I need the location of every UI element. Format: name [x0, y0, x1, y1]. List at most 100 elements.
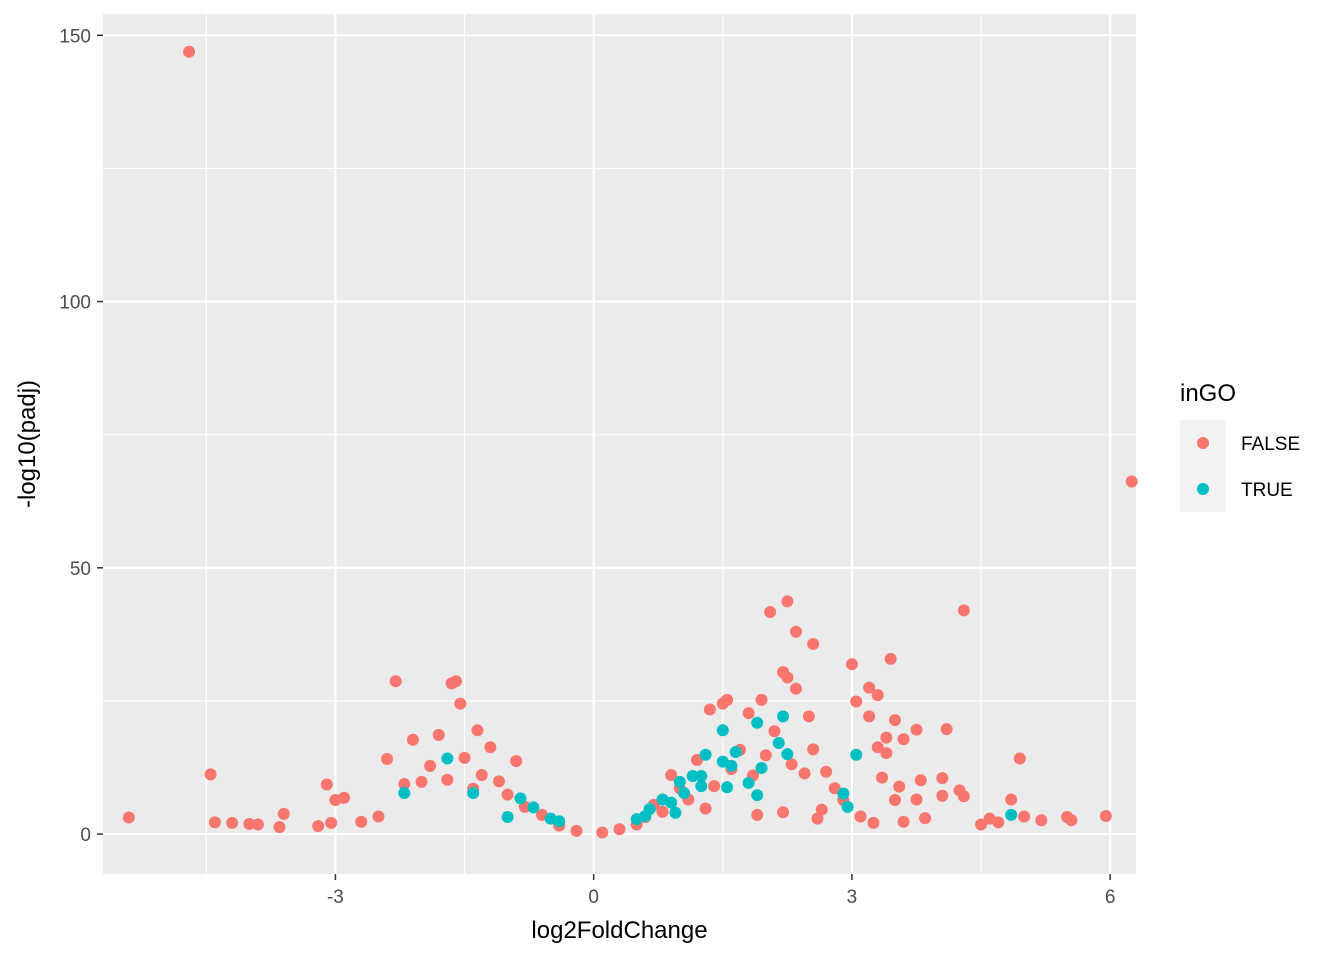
point-true: [699, 748, 712, 761]
point-false: [789, 682, 802, 695]
point-false: [312, 820, 325, 833]
point-false: [936, 789, 949, 802]
point-true: [751, 716, 764, 729]
point-false: [789, 625, 802, 638]
y-tick-label: 50: [70, 559, 91, 580]
point-false: [273, 821, 286, 834]
point-false: [320, 778, 333, 791]
point-false: [854, 810, 867, 823]
point-false: [1013, 752, 1026, 765]
point-false: [415, 775, 428, 788]
point-false: [570, 824, 583, 837]
legend-label-true: TRUE: [1241, 480, 1293, 501]
legend-key-true: [1197, 483, 1209, 495]
plot-panel: [103, 14, 1136, 874]
data-points: [122, 45, 1138, 839]
point-false: [406, 733, 419, 746]
point-false: [811, 812, 824, 825]
point-false: [936, 772, 949, 785]
point-false: [914, 774, 927, 787]
point-false: [1065, 814, 1078, 827]
point-false: [888, 714, 901, 727]
x-tick-label: -3: [327, 887, 344, 908]
point-false: [708, 780, 721, 793]
y-axis-title: -log10(padj): [14, 380, 41, 508]
point-false: [867, 816, 880, 829]
x-tick-label: 3: [847, 887, 858, 908]
point-true: [527, 801, 540, 814]
point-false: [372, 810, 385, 823]
point-false: [777, 806, 790, 819]
point-true: [514, 792, 527, 805]
axis-ticks: [97, 34, 1111, 880]
point-false: [432, 729, 445, 742]
point-false: [613, 823, 626, 836]
legend-label-false: FALSE: [1241, 434, 1300, 455]
point-true: [777, 710, 790, 723]
point-false: [876, 771, 889, 784]
point-true: [686, 770, 699, 783]
point-true: [467, 787, 480, 800]
point-false: [208, 816, 221, 829]
point-false: [277, 807, 290, 820]
point-false: [880, 747, 893, 760]
point-false: [957, 604, 970, 617]
point-false: [475, 768, 488, 781]
point-false: [484, 741, 497, 754]
point-true: [553, 815, 566, 828]
point-false: [501, 788, 514, 801]
point-false: [398, 778, 411, 791]
point-false: [454, 697, 467, 710]
point-false: [893, 780, 906, 793]
point-false: [871, 741, 884, 754]
point-false: [897, 815, 910, 828]
point-false: [471, 724, 484, 737]
point-true: [398, 787, 411, 800]
point-false: [884, 652, 897, 665]
point-false: [251, 818, 264, 831]
point-true: [841, 800, 854, 813]
point-false: [449, 675, 462, 688]
point-false: [458, 751, 471, 764]
point-false: [768, 725, 781, 738]
point-false: [815, 803, 828, 816]
point-true: [751, 789, 764, 802]
point-true: [772, 737, 785, 750]
point-false: [764, 606, 777, 619]
point-false: [897, 733, 910, 746]
point-false: [850, 695, 863, 708]
point-true: [441, 752, 454, 765]
point-true: [837, 787, 850, 800]
point-false: [665, 768, 678, 781]
point-false: [781, 595, 794, 608]
point-false: [381, 752, 394, 765]
point-false: [871, 689, 884, 702]
y-tick-label: 100: [59, 293, 91, 314]
point-false: [204, 768, 217, 781]
point-false: [325, 816, 338, 829]
point-false: [807, 743, 820, 756]
point-true: [695, 780, 708, 793]
point-false: [703, 703, 716, 716]
point-true: [729, 746, 742, 759]
point-false: [940, 723, 953, 736]
point-false: [1005, 793, 1018, 806]
point-false: [492, 775, 505, 788]
x-tick-label: 6: [1105, 887, 1116, 908]
point-false: [781, 671, 794, 684]
point-false: [721, 693, 734, 706]
x-tick-label: 0: [588, 887, 599, 908]
point-true: [501, 811, 514, 824]
point-false: [751, 808, 764, 821]
minor-gridlines: [103, 14, 1136, 874]
point-false: [596, 826, 609, 839]
point-true: [721, 781, 734, 794]
point-false: [1035, 814, 1048, 827]
point-false: [785, 758, 798, 771]
point-false: [759, 749, 772, 762]
point-true: [643, 803, 656, 816]
point-false: [243, 817, 256, 830]
y-tick-label: 150: [59, 26, 91, 47]
point-true: [673, 775, 686, 788]
point-false: [742, 707, 755, 720]
